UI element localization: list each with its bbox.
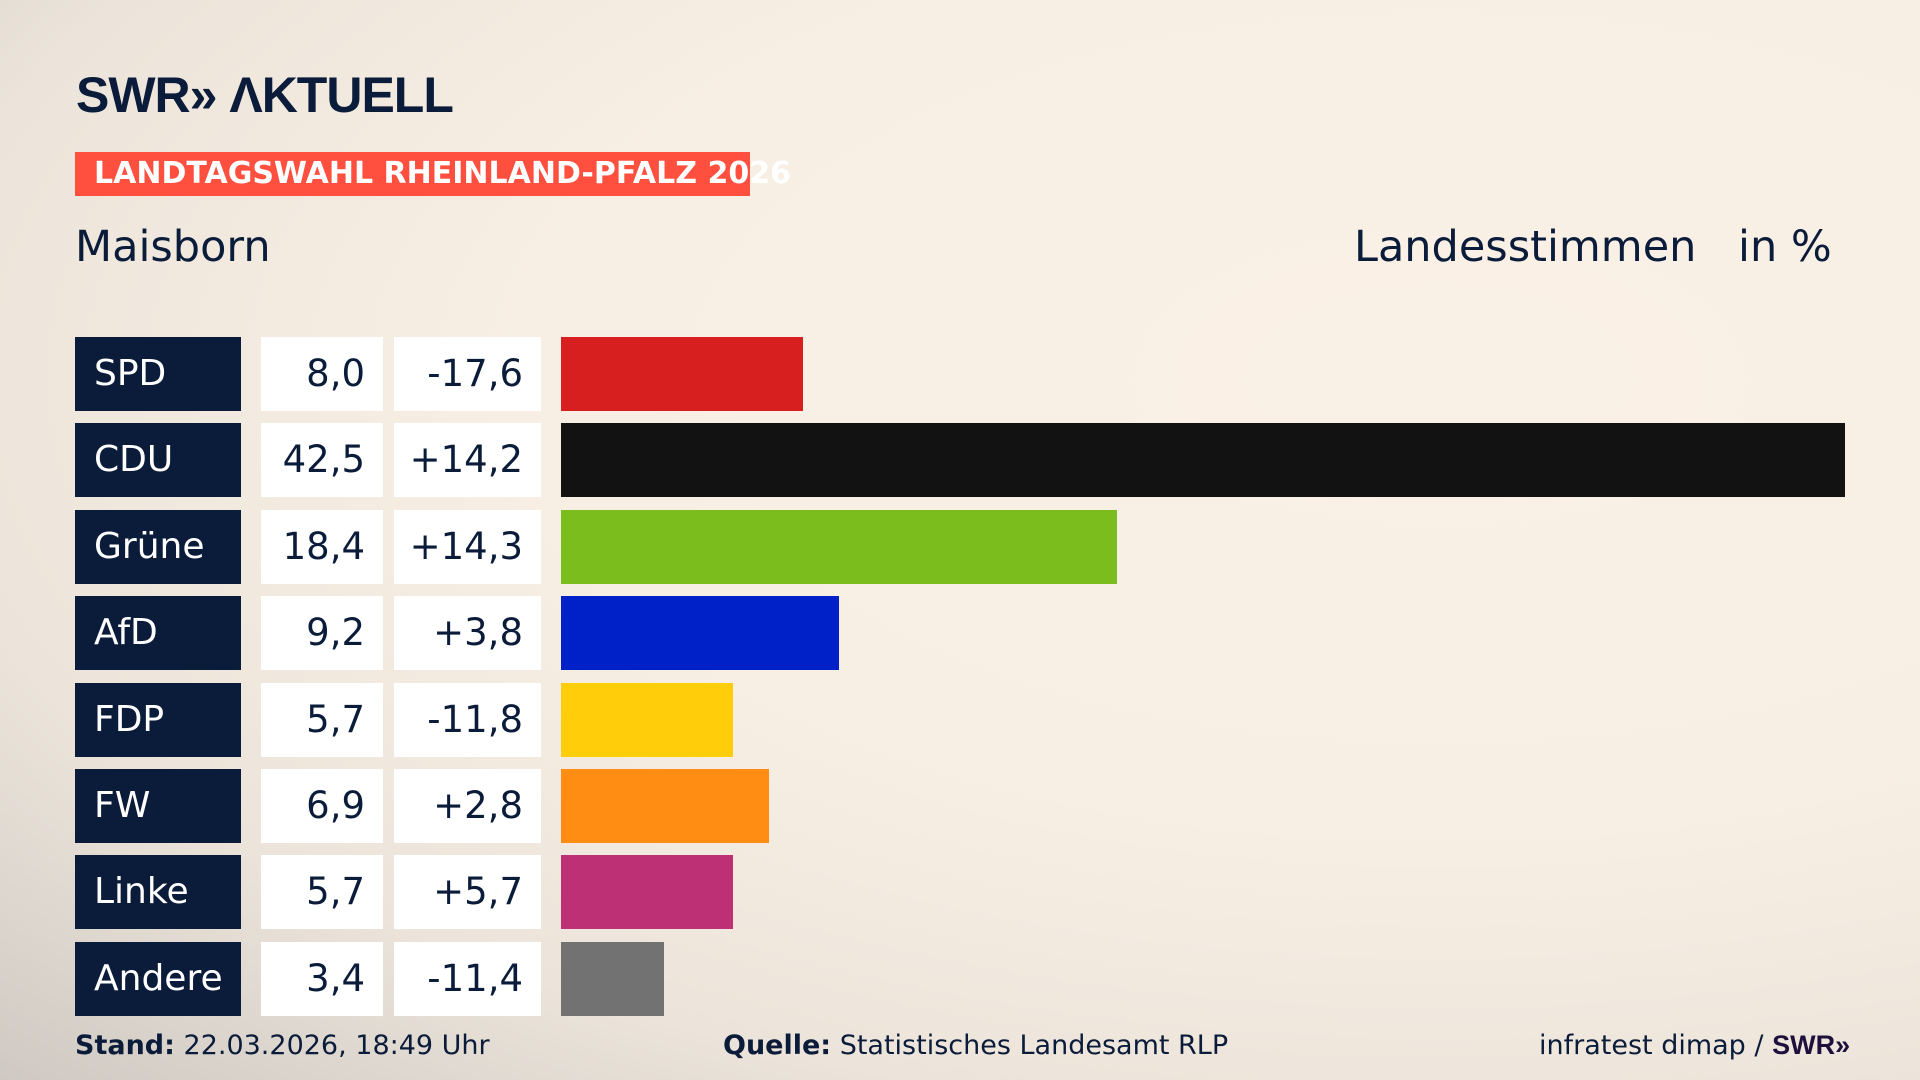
value-label: 6,9: [261, 769, 383, 843]
stand-value: 22.03.2026, 18:49 Uhr: [183, 1030, 490, 1061]
diff-label: +14,3: [394, 509, 541, 584]
result-row: Linke 5,7 +5,7: [0, 855, 1920, 930]
diff-label: +3,8: [394, 596, 541, 671]
unit-label: in %: [1738, 222, 1832, 272]
election-banner: LANDTAGSWAHL RHEINLAND-PFALZ 2026: [75, 152, 791, 196]
timestamp: Stand: 22.03.2026, 18:49 Uhr: [75, 1030, 490, 1061]
bar: [561, 596, 839, 671]
result-row: FW 6,9 +2,8: [0, 769, 1920, 843]
diff-label: -11,8: [394, 682, 541, 757]
party-label: FW: [75, 769, 241, 843]
party-label: Andere: [75, 941, 241, 1016]
bar: [561, 682, 734, 757]
swr-logo: SWR»: [1772, 1030, 1851, 1060]
diff-label: +5,7: [394, 855, 541, 930]
diff-label: +2,8: [394, 769, 541, 843]
party-label: FDP: [75, 682, 241, 757]
measure-label: Landesstimmen: [1354, 222, 1697, 272]
source-label: Quelle:: [723, 1030, 832, 1061]
bar: [561, 423, 1845, 498]
bar: [561, 855, 734, 930]
party-label: AfD: [75, 596, 241, 671]
credit-text: infratest dimap /: [1539, 1030, 1764, 1061]
party-label: SPD: [75, 337, 241, 411]
result-row: Andere 3,4 -11,4: [0, 941, 1920, 1016]
party-label: Linke: [75, 855, 241, 930]
bar: [561, 941, 664, 1016]
source: Quelle: Statistisches Landesamt RLP: [723, 1030, 1228, 1061]
value-label: 9,2: [261, 596, 383, 671]
party-label: CDU: [75, 423, 241, 498]
bar: [561, 769, 770, 843]
result-row: SPD 8,0 -17,6: [0, 337, 1920, 411]
place-title: Maisborn: [75, 222, 271, 272]
value-label: 3,4: [261, 941, 383, 1016]
diff-label: +14,2: [394, 423, 541, 498]
diff-label: -11,4: [394, 941, 541, 1016]
result-row: CDU 42,5 +14,2: [0, 423, 1920, 498]
result-row: Grüne 18,4 +14,3: [0, 509, 1920, 584]
value-label: 5,7: [261, 682, 383, 757]
value-label: 18,4: [261, 509, 383, 584]
bar: [561, 509, 1117, 584]
result-row: AfD 9,2 +3,8: [0, 596, 1920, 671]
stand-label: Stand:: [75, 1030, 175, 1061]
diff-label: -17,6: [394, 337, 541, 411]
value-label: 5,7: [261, 855, 383, 930]
result-row: FDP 5,7 -11,8: [0, 682, 1920, 757]
swr-aktuell-logo: SWR» ΛKTUELL: [76, 67, 454, 123]
party-label: Grüne: [75, 509, 241, 584]
value-label: 42,5: [261, 423, 383, 498]
credit: infratest dimap / SWR»: [1539, 1030, 1850, 1061]
source-value: Statistisches Landesamt RLP: [839, 1030, 1229, 1061]
bar: [561, 337, 803, 411]
value-label: 8,0: [261, 337, 383, 411]
